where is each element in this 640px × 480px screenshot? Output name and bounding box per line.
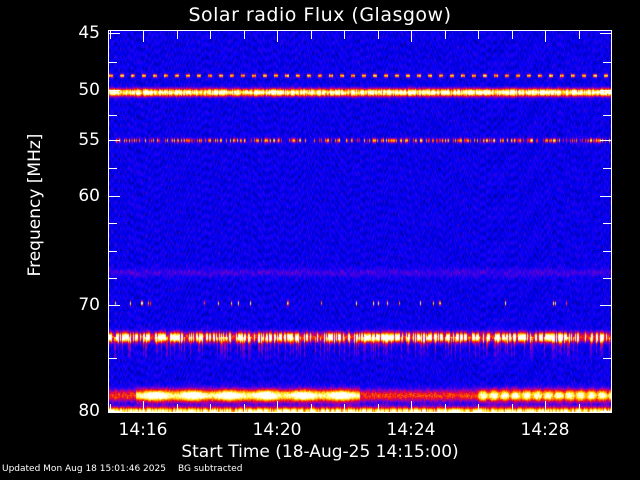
x-axis-minor-tick <box>210 404 211 412</box>
y-axis-major-tick <box>109 196 120 197</box>
x-axis-major-tick <box>277 31 278 42</box>
y-axis-title: Frequency [MHz] <box>25 133 45 277</box>
y-axis-major-tick <box>109 90 120 91</box>
x-axis-minor-tick <box>378 31 379 39</box>
x-axis-minor-tick <box>378 404 379 412</box>
y-axis-minor-tick <box>109 115 117 116</box>
x-axis-major-tick <box>411 401 412 412</box>
y-axis-minor-tick <box>603 223 611 224</box>
y-axis-major-tick <box>109 305 120 306</box>
x-axis-minor-tick <box>512 404 513 412</box>
y-axis-minor-tick <box>109 278 117 279</box>
x-axis-title: Start Time (18-Aug-25 14:15:00) <box>181 442 459 462</box>
x-axis-minor-tick <box>445 404 446 412</box>
y-axis-minor-tick <box>603 62 611 63</box>
x-axis-minor-tick <box>177 404 178 412</box>
y-axis-minor-tick <box>109 251 117 252</box>
y-axis-major-tick <box>109 33 120 34</box>
x-axis-major-tick <box>545 31 546 42</box>
y-axis-minor-tick <box>603 278 611 279</box>
y-axis-minor-tick <box>603 251 611 252</box>
x-axis-minor-tick <box>579 404 580 412</box>
x-axis-minor-tick <box>177 31 178 39</box>
footer-updated-timestamp: Updated Mon Aug 18 15:01:46 2025 <box>2 464 166 474</box>
y-axis-tick-label: 45 <box>78 23 100 43</box>
x-axis-major-tick <box>143 401 144 412</box>
x-axis-minor-tick <box>478 31 479 39</box>
y-axis-tick-label: 80 <box>78 401 100 421</box>
x-axis-minor-tick <box>478 404 479 412</box>
y-axis-minor-tick <box>603 168 611 169</box>
y-axis-minor-tick <box>109 168 117 169</box>
x-axis-minor-tick <box>244 404 245 412</box>
y-axis-major-tick <box>109 411 120 412</box>
y-axis-major-tick <box>600 33 611 34</box>
y-axis-tick-label: 60 <box>78 186 100 206</box>
x-axis-major-tick <box>411 31 412 42</box>
x-axis-minor-tick <box>311 404 312 412</box>
y-axis-minor-tick <box>603 115 611 116</box>
y-axis-major-tick <box>600 411 611 412</box>
x-axis-minor-tick <box>244 31 245 39</box>
x-axis-minor-tick <box>344 31 345 39</box>
footer-processing-note: BG subtracted <box>178 464 243 474</box>
y-axis-major-tick <box>600 305 611 306</box>
x-axis-major-tick <box>277 401 278 412</box>
spectrogram-plot-area[interactable] <box>108 30 612 413</box>
y-axis-tick-label: 50 <box>78 80 100 100</box>
y-axis-major-tick <box>600 90 611 91</box>
y-axis-tick-label: 55 <box>78 130 100 150</box>
x-axis-minor-tick <box>512 31 513 39</box>
y-axis-major-tick <box>600 140 611 141</box>
y-axis-minor-tick <box>109 358 117 359</box>
x-axis-minor-tick <box>210 31 211 39</box>
x-axis-minor-tick <box>311 31 312 39</box>
spectrogram-image <box>109 31 611 412</box>
x-axis-major-tick <box>545 401 546 412</box>
x-axis-tick-label: 14:24 <box>386 420 436 440</box>
x-axis-major-tick <box>143 31 144 42</box>
x-axis-tick-label: 14:28 <box>520 420 570 440</box>
x-axis-tick-label: 14:16 <box>118 420 168 440</box>
x-axis-minor-tick <box>344 404 345 412</box>
y-axis-major-tick <box>109 140 120 141</box>
y-axis-major-tick <box>600 196 611 197</box>
page-title: Solar radio Flux (Glasgow) <box>188 4 452 26</box>
y-axis-minor-tick <box>109 62 117 63</box>
y-axis-minor-tick <box>109 223 117 224</box>
x-axis-minor-tick <box>579 31 580 39</box>
x-axis-minor-tick <box>110 404 111 412</box>
x-axis-minor-tick <box>445 31 446 39</box>
x-axis-tick-label: 14:20 <box>252 420 302 440</box>
y-axis-tick-label: 70 <box>78 295 100 315</box>
y-axis-minor-tick <box>603 358 611 359</box>
x-axis-minor-tick <box>110 31 111 39</box>
